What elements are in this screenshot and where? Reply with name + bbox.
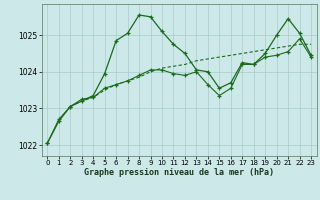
X-axis label: Graphe pression niveau de la mer (hPa): Graphe pression niveau de la mer (hPa)	[84, 168, 274, 177]
